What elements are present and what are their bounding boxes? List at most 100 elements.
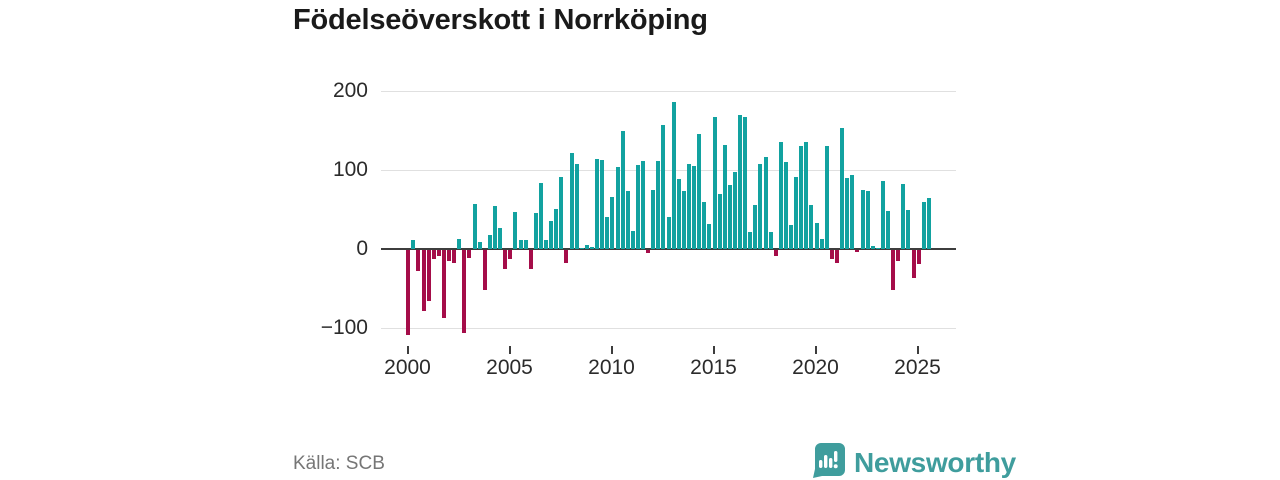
bar [778,141,783,249]
bar [457,238,462,249]
bar [880,181,885,249]
bar [462,250,467,333]
bar [870,245,875,249]
y-axis-tick-label: 200 [332,79,368,102]
x-axis-tick-label: 2000 [384,356,431,379]
bar [829,250,834,260]
bar [635,165,640,249]
x-axis-tick-label: 2025 [894,356,941,379]
bar [855,250,860,253]
bar [906,209,911,249]
bar [686,164,691,249]
bar [538,183,543,249]
bar [743,117,748,249]
bar [651,189,656,249]
bar [436,250,441,257]
bar [518,239,523,249]
bar [487,234,492,249]
bar [589,246,594,249]
bar [523,240,528,249]
bar [799,146,804,249]
bar [896,250,901,262]
bar [845,177,850,249]
bar [641,161,646,249]
bar [620,130,625,249]
bar [722,144,727,249]
bar [768,231,773,249]
bar [528,250,533,269]
bar [569,153,574,249]
bar [875,248,880,249]
bar [783,162,788,249]
chart-title: Födelseöverskott i Norrköping [293,4,708,36]
x-axis-tick-label: 2020 [792,356,839,379]
newsworthy-logo: Newsworthy [810,442,1016,480]
bar [646,250,651,254]
bar [732,172,737,249]
bar [916,250,921,265]
bar [477,241,482,249]
bar [702,202,707,249]
bar [758,163,763,249]
bar [753,204,758,249]
y-axis-tick-label: 100 [332,158,368,181]
bar [559,177,564,249]
bar [554,208,559,249]
x-axis-tick-mark [508,346,511,354]
bar [605,217,610,249]
bar [544,240,549,249]
bar [738,115,743,249]
bar [595,158,600,249]
bar [886,211,891,249]
bar [804,142,809,249]
bar [615,166,620,249]
x-axis-tick-mark [610,346,613,354]
bar [819,238,824,249]
bar [814,222,819,249]
bar [503,250,508,269]
bar [911,250,916,279]
bar [564,250,569,263]
bar [492,206,497,249]
x-axis-tick-mark [916,346,919,354]
bar [513,211,518,249]
bar [498,228,503,249]
y-axis-tick-label: 0 [356,237,368,260]
bar [891,250,896,290]
bar [789,224,794,249]
x-axis-zero-line [381,248,956,250]
bar [824,146,829,249]
bar [850,174,855,249]
bar [579,248,584,249]
bar [901,184,906,249]
bar [472,203,477,249]
x-axis-tick-label: 2010 [588,356,635,379]
bar [661,124,666,249]
bar [727,185,732,249]
bar [625,190,630,249]
x-axis-tick-label: 2005 [486,356,533,379]
bar [666,216,671,249]
bar [707,223,712,249]
bar [926,197,931,249]
x-axis-tick-mark [712,346,715,354]
bar [681,191,686,249]
bar [406,250,411,335]
gridline [381,328,956,329]
bar [773,250,778,257]
bar [431,250,436,260]
bar [676,179,681,249]
bar [840,128,845,249]
bar [610,196,615,249]
bar [697,133,702,249]
gridline [381,170,956,171]
bar [748,232,753,249]
bar [533,213,538,249]
bar [860,189,865,249]
newsworthy-logo-text: Newsworthy [854,446,1016,478]
source-note: Källa: SCB [293,453,385,474]
bar [600,159,605,249]
bar [671,102,676,249]
bar [482,250,487,290]
